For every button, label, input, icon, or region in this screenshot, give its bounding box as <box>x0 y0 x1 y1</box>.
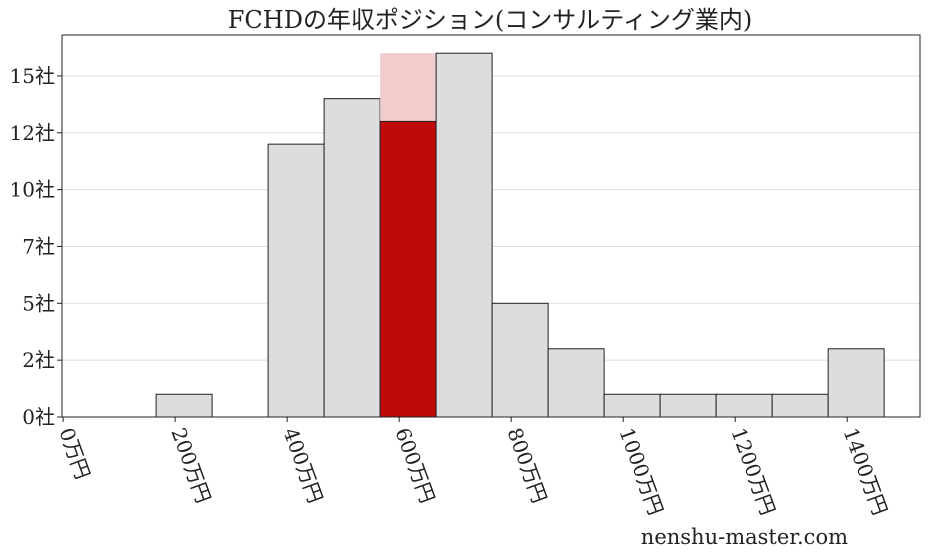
watermark: nenshu-master.com <box>641 525 848 549</box>
y-tick-label: 2社 <box>22 348 55 372</box>
bar <box>435 52 493 418</box>
bar <box>267 143 325 418</box>
bar <box>491 302 549 418</box>
plot-frame <box>61 34 921 418</box>
bar <box>771 393 829 418</box>
y-tick-label: 5社 <box>22 291 55 315</box>
y-tick-label: 7社 <box>22 234 55 258</box>
bar <box>323 98 381 418</box>
y-tick-label: 0社 <box>22 405 55 429</box>
x-tick-label: 600万円 <box>390 425 439 507</box>
x-tick-label: 1000万円 <box>614 425 668 519</box>
bar <box>155 393 213 418</box>
bar <box>659 393 717 418</box>
y-tick-label: 15社 <box>10 64 55 88</box>
bar <box>827 348 885 418</box>
x-tick-label: 1200万円 <box>726 425 780 519</box>
x-tick-label: 1400万円 <box>838 425 892 519</box>
y-tick-label: 12社 <box>10 121 55 145</box>
x-tick-label: 400万円 <box>278 425 327 507</box>
bar <box>715 393 773 418</box>
y-tick-label: 10社 <box>10 178 55 202</box>
bar <box>603 393 661 418</box>
x-tick-label: 800万円 <box>502 425 551 507</box>
chart-title: FCHDの年収ポジション(コンサルティング業内) <box>228 6 752 34</box>
bar <box>547 348 605 418</box>
x-tick-label: 0万円 <box>54 425 95 483</box>
highlight-bar <box>379 120 437 418</box>
x-tick-label: 200万円 <box>166 425 215 507</box>
